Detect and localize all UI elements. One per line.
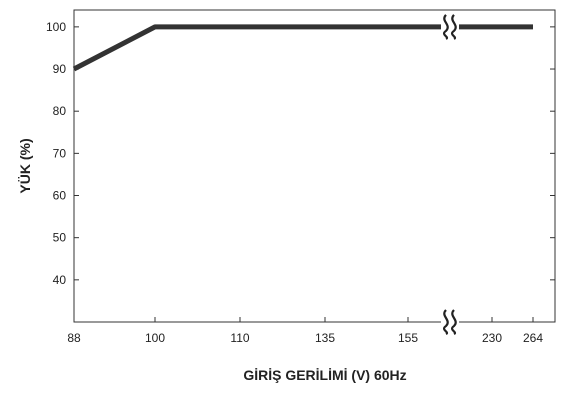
x-tick-label-264: 264 — [523, 331, 543, 345]
x-tick-label-100: 100 — [145, 331, 165, 345]
x-tick-label-230: 230 — [482, 331, 502, 345]
x-tick-label-155: 155 — [398, 331, 418, 345]
x-axis-title: GİRİŞ GERİLİMİ (V) 60Hz — [243, 367, 406, 383]
axis-break-top — [441, 12, 459, 41]
y-axis-ticks: 40 50 60 70 80 90 100 — [46, 20, 555, 287]
x-tick-label-88: 88 — [67, 331, 81, 345]
axis-break-bottom — [441, 308, 459, 336]
y-tick-label-60: 60 — [53, 189, 67, 203]
y-tick-label-100: 100 — [46, 20, 66, 34]
series-line-0 — [72, 24, 533, 72]
y-tick-label-70: 70 — [53, 146, 67, 160]
plot-frame — [73, 9, 556, 323]
y-tick-label-50: 50 — [53, 231, 67, 245]
y-tick-label-80: 80 — [53, 104, 67, 118]
x-tick-label-135: 135 — [315, 331, 335, 345]
series-layer — [72, 24, 533, 72]
axis-break-marks — [441, 12, 459, 336]
x-tick-label-110: 110 — [230, 331, 249, 345]
y-axis-title: YÜK (%) — [17, 138, 33, 193]
y-tick-label-90: 90 — [53, 62, 67, 76]
x-axis-ticks: 88 100 110 135 155 230 264 — [67, 317, 543, 345]
y-tick-label-40: 40 — [53, 273, 67, 287]
